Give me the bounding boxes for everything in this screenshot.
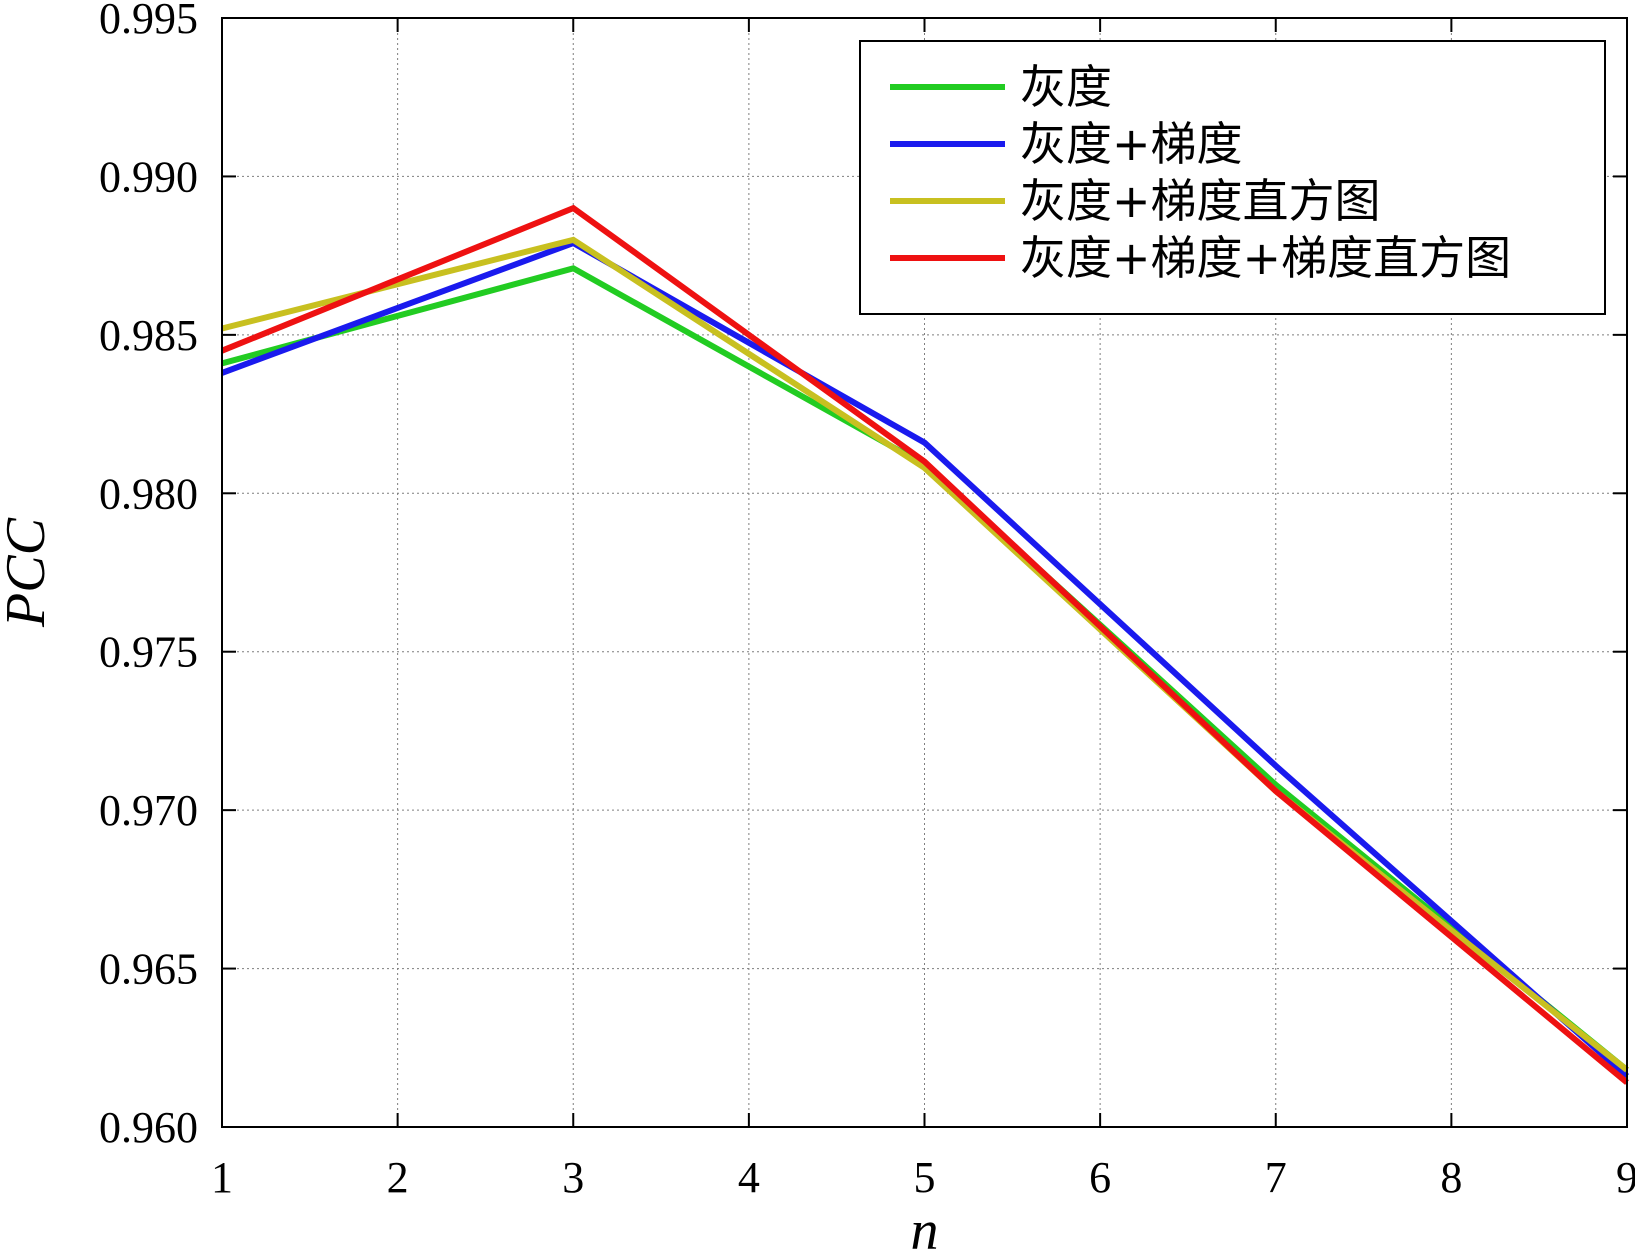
series-line-4: [220, 204, 1629, 1085]
x-tick-label: 1: [211, 1153, 233, 1202]
legend-label: 灰度+梯度直方图: [1020, 174, 1381, 228]
x-tick-label: 2: [387, 1153, 409, 1202]
y-tick-label: 0.975: [99, 628, 198, 677]
y-tick-label: 0.995: [99, 0, 198, 43]
x-tick-label: 9: [1616, 1153, 1635, 1202]
y-tick-label: 0.965: [99, 945, 198, 994]
y-tick-label: 0.985: [99, 311, 198, 360]
x-tick-label: 3: [562, 1153, 584, 1202]
series-lines: [220, 204, 1629, 1085]
x-axis-title: n: [911, 1200, 939, 1259]
x-tick-label: 7: [1265, 1153, 1287, 1202]
x-tick-label: 6: [1089, 1153, 1111, 1202]
legend-label: 灰度+梯度: [1020, 117, 1243, 171]
y-tick-label: 0.970: [99, 786, 198, 835]
legend-box: [859, 40, 1606, 315]
x-tick-labels: 1 2 3 4 5 6 7 8 9: [211, 1153, 1635, 1202]
series-line-3: [221, 236, 1629, 1073]
y-tick-label: 0.990: [99, 152, 198, 201]
y-tick-label: 0.960: [99, 1103, 198, 1152]
legend-label: 灰度+梯度+梯度直方图: [1020, 231, 1511, 285]
x-tick-label: 8: [1440, 1153, 1462, 1202]
tick-marks: [221, 17, 1628, 1128]
series-line-2: [220, 239, 1629, 1079]
y-tick-labels: 0.960 0.965 0.970 0.975 0.980 0.985 0.990 0.995: [99, 0, 198, 1152]
y-tick-label: 0.980: [99, 469, 198, 518]
legend-label: 灰度: [1020, 60, 1112, 114]
x-tick-label: 4: [738, 1153, 760, 1202]
x-tick-label: 5: [914, 1153, 936, 1202]
y-axis-title: PCC: [0, 517, 57, 628]
